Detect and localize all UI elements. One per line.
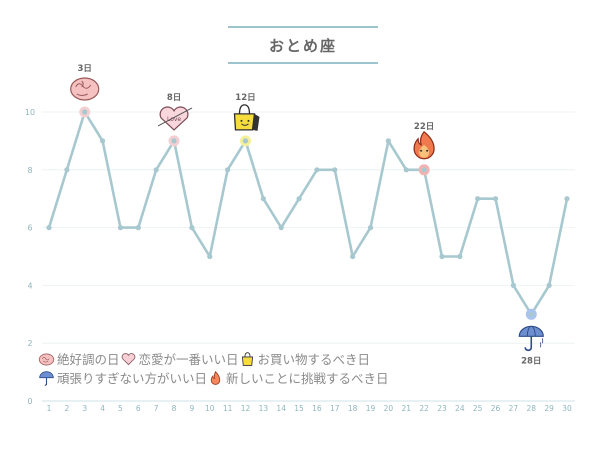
legend-row-2: 頑張りすぎない方がいい日 新しいことに挑戦するべき日 [38,369,389,388]
series-line [47,110,569,316]
x-tick-label: 28 [527,404,537,413]
legend-label-love: 恋愛が一番いい日 [138,352,239,367]
x-tick-label: 29 [544,404,554,413]
data-point [457,253,463,260]
legend-label-rest: 頑張りすぎない方がいい日 [57,371,208,386]
legend-label-best: 絶好調の日 [57,352,120,367]
x-tick-label: 25 [473,404,483,413]
data-point [475,196,481,202]
x-tick-label: 2 [64,404,69,413]
legend-item-rest: 頑張りすぎない方がいい日 [38,369,207,388]
legend-item-challenge: 新しいことに挑戦するべき日 [207,369,389,388]
x-tick-label: 22 [419,404,429,413]
highlight-date-label: 8日 [167,93,181,103]
x-tick-label: 19 [366,404,376,413]
umbrella-icon [39,371,54,386]
x-tick-label: 1 [47,404,52,413]
x-tick-label: 16 [312,404,322,413]
highlight-date-label: 22日 [414,122,434,132]
data-point [403,167,409,173]
data-point [492,196,499,202]
x-tick-label: 12 [241,404,251,413]
x-tick-label: 11 [223,404,233,413]
data-point [171,138,177,144]
x-tick-label: 30 [562,404,572,413]
love-heart-icon [121,353,135,366]
legend-label-challenge: 新しいことに挑戦するべき日 [226,371,389,386]
data-point [385,138,391,144]
data-point [117,225,124,231]
brain-icon [38,353,55,366]
brain-icon [70,77,100,101]
x-tick-label: 10 [205,404,215,413]
data-point [189,225,195,231]
legend-item-shopping: お買い物するべき日 [239,350,371,369]
x-tick-label: 27 [509,404,519,413]
x-tick-label: 14 [276,404,286,413]
data-point [528,311,534,317]
y-tick-label: 8 [27,166,32,175]
data-point [207,253,213,260]
love-heart-icon: Love [157,106,193,131]
y-tick-label: 10 [25,108,35,117]
chart-title-box: おとめ座 [228,26,378,64]
data-point [260,196,266,202]
highlight-date-label: 28日 [521,356,541,366]
y-tick-label: 6 [27,224,32,233]
legend-item-love: 恋愛が一番いい日 [120,350,239,369]
data-point [296,196,302,202]
data-point [332,167,338,173]
legend-label-shopping: お買い物するべき日 [257,352,371,367]
legend: 絶好調の日 恋愛が一番いい日 お買い物するべき日 頑張りすぎない方がいい日 [38,350,389,388]
data-point [153,167,159,173]
x-tick-label: 4 [100,404,105,413]
data-point [278,225,284,231]
fire-icon [413,130,435,160]
x-tick-label: 9 [190,404,195,413]
chart-title: おとめ座 [268,36,337,55]
data-point [510,282,517,288]
data-point [564,196,570,202]
x-tick-label: 20 [384,404,394,413]
x-tick-label: 5 [118,404,123,413]
x-tick-label: 8 [172,404,177,413]
y-tick-label: 2 [27,339,32,348]
data-point [225,167,231,173]
legend-item-best: 絶好調の日 [38,350,120,369]
data-point [546,282,552,288]
shopping-bag-icon [241,352,253,366]
x-tick-label: 24 [455,404,465,413]
y-tick-label: 4 [27,281,32,290]
data-point [242,138,249,144]
data-point [367,225,374,231]
umbrella-icon [518,325,544,352]
x-tick-label: 13 [259,404,269,413]
fire-icon [210,370,221,385]
data-point [314,167,320,173]
shopping-bag-icon [233,104,260,131]
x-tick-label: 17 [330,404,340,413]
x-tick-label: 6 [136,404,141,413]
x-tick-label: 15 [294,404,304,413]
data-point [46,225,52,231]
data-point [135,225,141,231]
data-point [82,109,88,115]
svg-text:Love: Love [167,116,181,123]
highlight-date-label: 3日 [78,64,92,74]
x-tick-label: 18 [348,404,358,413]
data-point [350,253,356,260]
x-tick-label: 3 [82,404,87,413]
highlight-date-label: 12日 [235,93,255,103]
x-tick-label: 26 [491,404,501,413]
data-point [421,167,427,173]
data-point [439,253,445,260]
data-point [99,138,106,144]
x-tick-label: 7 [154,404,159,413]
x-tick-label: 23 [437,404,447,413]
legend-row-1: 絶好調の日 恋愛が一番いい日 お買い物するべき日 [38,350,389,369]
x-tick-label: 21 [401,404,411,413]
data-point [64,167,70,173]
y-tick-label: 0 [27,397,32,406]
